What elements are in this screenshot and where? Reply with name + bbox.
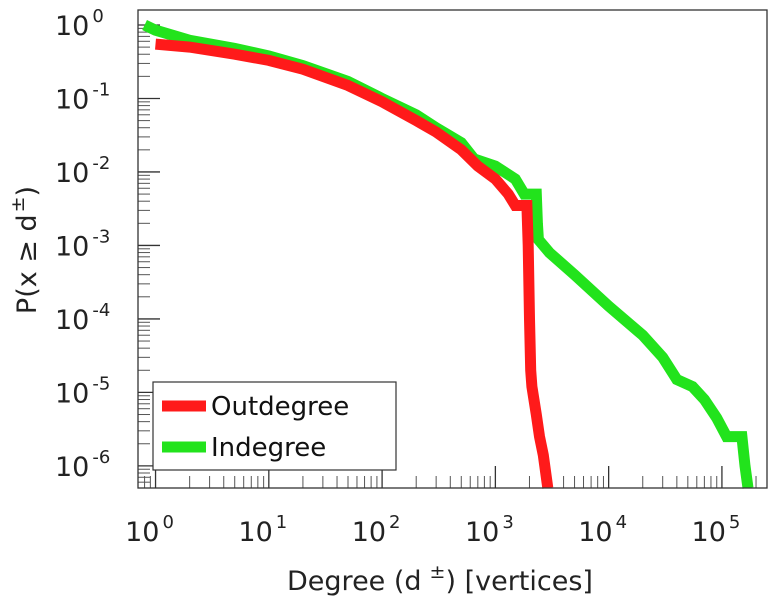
series-layer [142, 20, 754, 489]
y-tick-label: 10 0 [55, 6, 104, 42]
legend-box [152, 381, 397, 471]
x-axis-label: Degree (d ±) [vertices] [287, 561, 593, 597]
legend-label-indegree: Indegree [211, 433, 326, 463]
series-line-outdegree [155, 38, 554, 489]
x-tick-label: 10 4 [578, 512, 627, 548]
x-tick-label: 10 3 [465, 512, 514, 548]
y-tick-label: 10 -3 [55, 226, 110, 262]
minor-ticks [137, 27, 757, 489]
x-tick-label: 10 5 [692, 512, 741, 548]
y-tick-label: 10 -1 [55, 79, 110, 115]
legend-label-outdegree: Outdegree [211, 392, 349, 422]
x-tick-labels: 10 0 10 1 10 2 10 3 10 4 10 5 [125, 512, 740, 548]
y-tick-label: 10 -2 [55, 153, 110, 189]
x-tick-label: 10 0 [125, 512, 174, 548]
y-tick-label: 10 -6 [55, 447, 110, 483]
plot-frame [137, 9, 768, 489]
y-tick-label: 10 -4 [55, 300, 110, 336]
legend: Outdegree Indegree [152, 381, 397, 471]
y-axis-label: P(x ≥ d±) [7, 186, 43, 314]
x-tick-label: 10 2 [352, 512, 401, 548]
y-tick-label: 10 -5 [55, 373, 110, 409]
x-tick-label: 10 1 [238, 512, 287, 548]
